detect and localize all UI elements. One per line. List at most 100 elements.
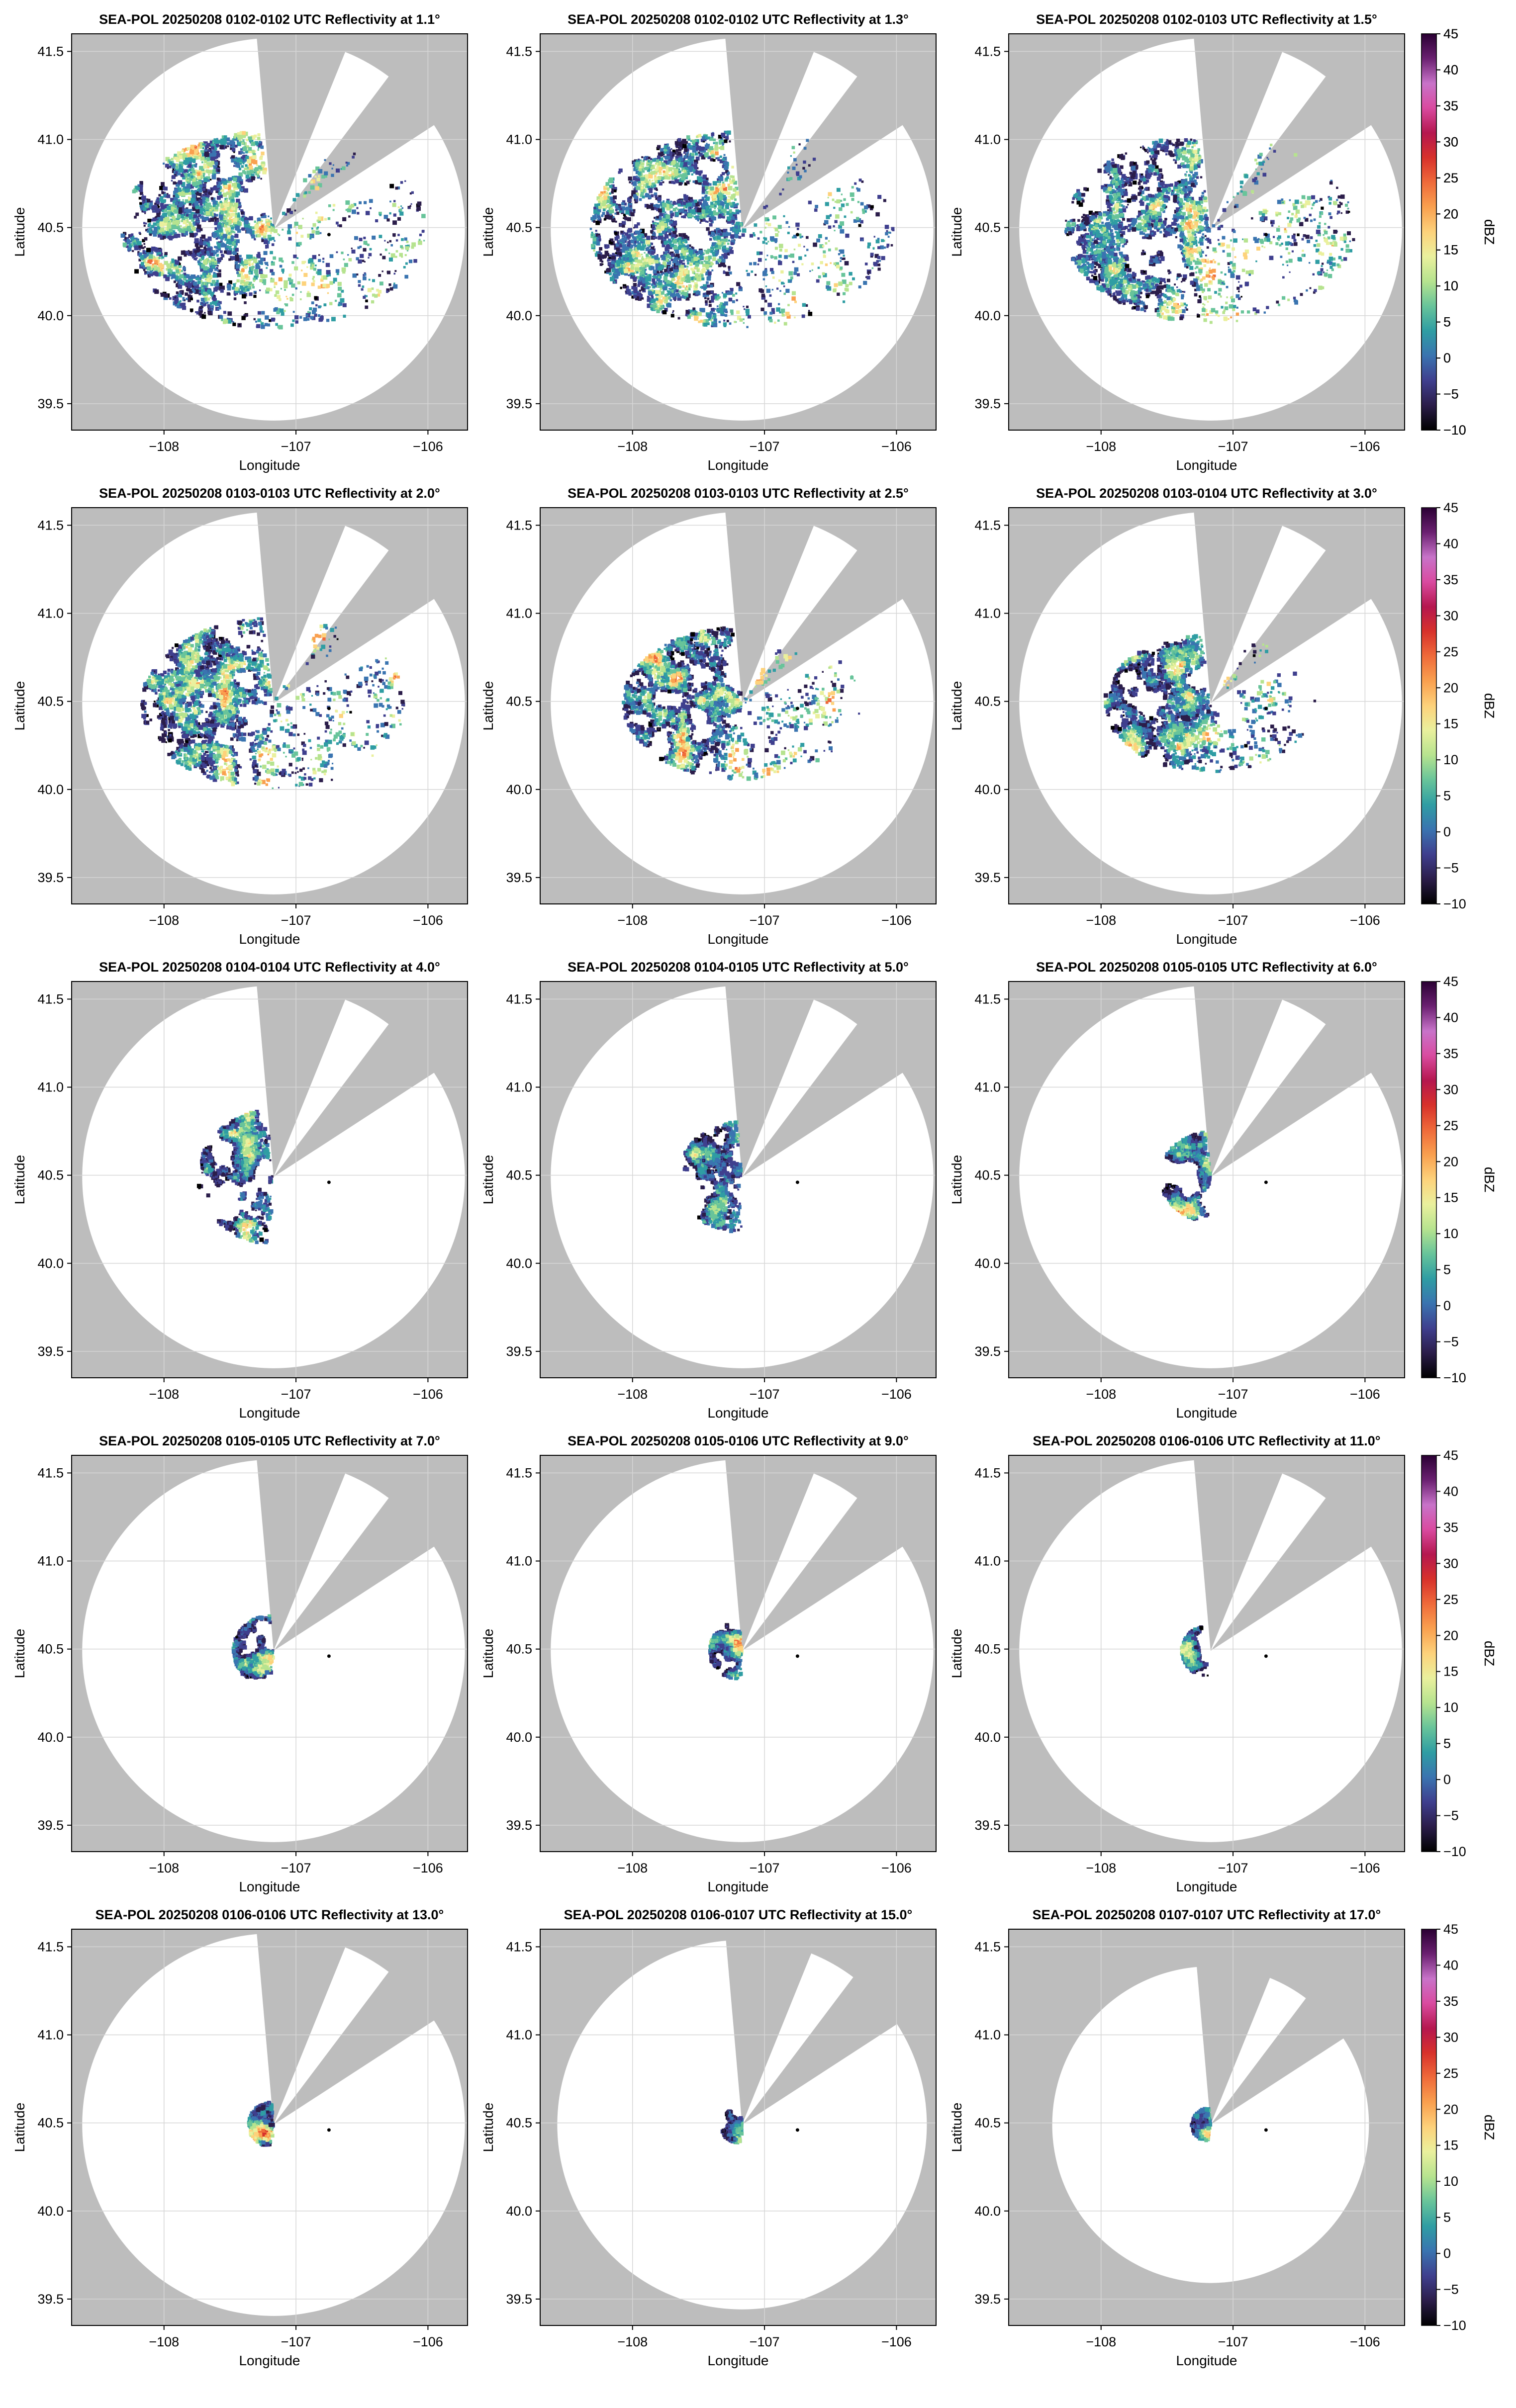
reflectivity-gate bbox=[728, 268, 731, 271]
reflectivity-gate bbox=[165, 252, 168, 255]
reflectivity-gate bbox=[839, 207, 842, 211]
reflectivity-gate bbox=[217, 308, 219, 310]
reflectivity-gate bbox=[885, 232, 888, 236]
reflectivity-gate bbox=[234, 297, 237, 300]
reflectivity-gate bbox=[765, 243, 767, 245]
reflectivity-gate bbox=[196, 257, 197, 259]
reflectivity-gate bbox=[147, 219, 151, 223]
reflectivity-gate bbox=[207, 157, 209, 160]
reflectivity-gate bbox=[176, 269, 179, 273]
reflectivity-gate bbox=[804, 147, 807, 150]
reflectivity-gate bbox=[259, 261, 263, 265]
reflectivity-gate bbox=[247, 288, 250, 291]
reflectivity-gate bbox=[785, 289, 789, 293]
reflectivity-gate bbox=[401, 256, 403, 258]
reflectivity-gate bbox=[219, 212, 221, 214]
reflectivity-gate bbox=[241, 211, 244, 214]
reflectivity-gate bbox=[343, 259, 345, 261]
reflectivity-gate bbox=[260, 228, 262, 230]
reflectivity-gate bbox=[203, 249, 205, 251]
reflectivity-gate bbox=[132, 250, 134, 252]
reflectivity-gate bbox=[391, 253, 395, 258]
reflectivity-gate bbox=[165, 217, 170, 221]
reflectivity-gate bbox=[242, 294, 246, 299]
reflectivity-gate bbox=[291, 283, 295, 287]
reflectivity-gate bbox=[189, 284, 192, 287]
reflectivity-gate bbox=[210, 171, 212, 173]
reflectivity-gate bbox=[393, 213, 396, 216]
reflectivity-gate bbox=[400, 205, 402, 207]
reflectivity-gate bbox=[261, 311, 265, 315]
reflectivity-gate bbox=[416, 206, 421, 211]
reflectivity-gate bbox=[303, 273, 307, 277]
reflectivity-gate bbox=[254, 221, 256, 223]
reflectivity-gate bbox=[365, 243, 368, 245]
reflectivity-gate bbox=[241, 275, 245, 279]
reflectivity-gate bbox=[329, 162, 331, 165]
reflectivity-gate bbox=[363, 237, 366, 239]
reflectivity-gate bbox=[243, 147, 247, 151]
reflectivity-gate bbox=[716, 157, 718, 159]
reflectivity-gate bbox=[680, 163, 682, 165]
reflectivity-gate bbox=[140, 182, 143, 185]
reflectivity-gate bbox=[256, 142, 259, 145]
reflectivity-gate bbox=[362, 285, 364, 288]
reflectivity-gate bbox=[143, 243, 145, 245]
reflectivity-gate bbox=[271, 277, 272, 279]
reflectivity-gate bbox=[625, 239, 627, 241]
reflectivity-gate bbox=[139, 232, 141, 234]
reflectivity-gate bbox=[315, 212, 318, 214]
reflectivity-gate bbox=[244, 274, 248, 278]
reflectivity-gate bbox=[846, 203, 849, 206]
reflectivity-gate bbox=[258, 147, 259, 149]
reflectivity-gate bbox=[187, 147, 190, 150]
reflectivity-gate bbox=[778, 303, 780, 305]
reflectivity-gate bbox=[201, 310, 203, 312]
reflectivity-gate bbox=[244, 266, 247, 269]
reflectivity-gate bbox=[171, 158, 174, 161]
reflectivity-gate bbox=[333, 204, 335, 206]
reflectivity-gate bbox=[327, 292, 329, 294]
reflectivity-gate bbox=[194, 190, 196, 192]
reflectivity-gate bbox=[790, 276, 793, 279]
reflectivity-gate bbox=[202, 197, 205, 200]
reflectivity-gate bbox=[844, 215, 847, 218]
reflectivity-gate bbox=[220, 289, 224, 293]
reflectivity-gate bbox=[180, 300, 182, 302]
reflectivity-gate bbox=[858, 224, 861, 227]
reflectivity-gate bbox=[840, 200, 842, 202]
reflectivity-gate bbox=[201, 161, 203, 163]
reflectivity-gate bbox=[163, 163, 165, 165]
reflectivity-gate bbox=[264, 226, 267, 229]
reflectivity-gate bbox=[296, 193, 300, 197]
reflectivity-gate bbox=[627, 217, 631, 221]
reflectivity-gate bbox=[146, 263, 149, 267]
reflectivity-gate bbox=[223, 244, 227, 247]
reflectivity-gate bbox=[707, 221, 709, 223]
reflectivity-gate bbox=[203, 241, 206, 245]
reflectivity-gate bbox=[318, 285, 321, 289]
reflectivity-gate bbox=[247, 159, 251, 164]
reflectivity-gate bbox=[194, 242, 196, 244]
reflectivity-gate bbox=[174, 209, 179, 214]
reflectivity-gate bbox=[236, 271, 239, 274]
reflectivity-gate bbox=[324, 172, 328, 176]
reflectivity-gate bbox=[284, 280, 287, 284]
reflectivity-gate bbox=[216, 238, 218, 240]
reflectivity-gate bbox=[177, 207, 179, 209]
reflectivity-gate bbox=[212, 200, 216, 204]
reflectivity-gate bbox=[234, 137, 236, 139]
reflectivity-gate bbox=[214, 268, 217, 270]
reflectivity-gate bbox=[211, 262, 214, 265]
reflectivity-gate bbox=[868, 205, 870, 207]
reflectivity-gate bbox=[783, 215, 785, 217]
reflectivity-gate bbox=[335, 300, 337, 302]
reflectivity-gate bbox=[127, 239, 130, 243]
reflectivity-gate bbox=[169, 297, 172, 300]
reflectivity-gate bbox=[396, 239, 398, 241]
reflectivity-gate bbox=[202, 217, 206, 220]
reflectivity-gate bbox=[128, 250, 130, 252]
reflectivity-gate bbox=[834, 263, 836, 265]
reflectivity-gate bbox=[397, 217, 401, 221]
reflectivity-gate bbox=[392, 233, 396, 237]
